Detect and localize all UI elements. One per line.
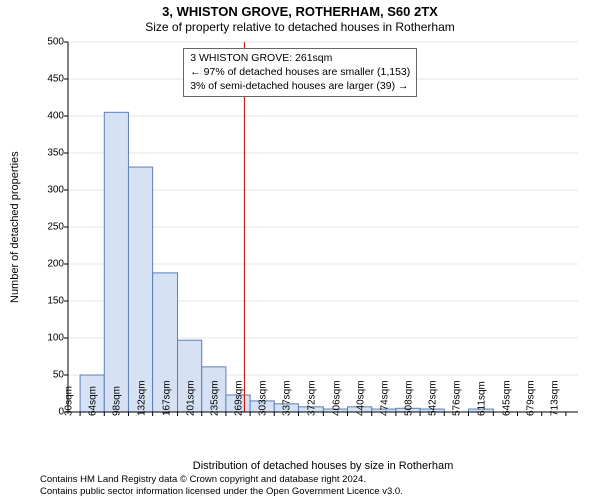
histogram-svg — [68, 42, 578, 412]
x-tick-label: 576sqm — [452, 380, 463, 416]
page-title: 3, WHISTON GROVE, ROTHERHAM, S60 2TX — [0, 4, 600, 19]
x-tick-label: 713sqm — [549, 380, 560, 416]
footer-line: Contains HM Land Registry data © Crown c… — [40, 474, 403, 486]
y-tick-label: 100 — [36, 333, 64, 344]
x-tick-label: 645sqm — [501, 380, 512, 416]
annotation-line: 3% of semi-detached houses are larger (3… — [190, 79, 410, 93]
y-tick-label: 350 — [36, 148, 64, 159]
x-tick-label: 201sqm — [185, 380, 196, 416]
x-tick-label: 98sqm — [112, 386, 123, 416]
histogram-plot: 3 WHISTON GROVE: 261sqm ← 97% of detache… — [68, 42, 578, 412]
y-tick-label: 150 — [36, 296, 64, 307]
x-tick-label: 542sqm — [428, 380, 439, 416]
y-tick-label: 0 — [36, 407, 64, 418]
page-subtitle: Size of property relative to detached ho… — [0, 20, 600, 34]
y-tick-label: 300 — [36, 185, 64, 196]
x-tick-label: 269sqm — [234, 380, 245, 416]
property-annotation: 3 WHISTON GROVE: 261sqm ← 97% of detache… — [183, 48, 417, 97]
x-tick-label: 611sqm — [477, 381, 488, 416]
x-tick-label: 679sqm — [525, 380, 536, 416]
x-tick-label: 132sqm — [136, 380, 147, 416]
footer-attribution: Contains HM Land Registry data © Crown c… — [40, 474, 403, 498]
y-tick-label: 400 — [36, 111, 64, 122]
x-axis-label: Distribution of detached houses by size … — [68, 460, 578, 472]
x-tick-label: 235sqm — [209, 380, 220, 416]
y-axis-label: Number of detached properties — [6, 42, 24, 412]
y-tick-label: 50 — [36, 370, 64, 381]
y-tick-label: 200 — [36, 259, 64, 270]
x-tick-label: 167sqm — [161, 380, 172, 416]
x-tick-label: 64sqm — [88, 386, 99, 416]
annotation-line: ← 97% of detached houses are smaller (1,… — [190, 65, 410, 79]
x-tick-label: 337sqm — [282, 380, 293, 416]
x-tick-label: 508sqm — [404, 380, 415, 416]
x-tick-label: 440sqm — [355, 380, 366, 416]
y-tick-label: 250 — [36, 222, 64, 233]
annotation-line: 3 WHISTON GROVE: 261sqm — [190, 51, 410, 65]
y-tick-label: 500 — [36, 37, 64, 48]
x-tick-label: 372sqm — [307, 380, 318, 416]
footer-line: Contains public sector information licen… — [40, 486, 403, 498]
y-tick-label: 450 — [36, 74, 64, 85]
x-tick-label: 30sqm — [64, 386, 75, 416]
x-tick-label: 303sqm — [258, 380, 269, 416]
x-tick-label: 474sqm — [379, 380, 390, 416]
x-tick-label: 406sqm — [331, 380, 342, 416]
